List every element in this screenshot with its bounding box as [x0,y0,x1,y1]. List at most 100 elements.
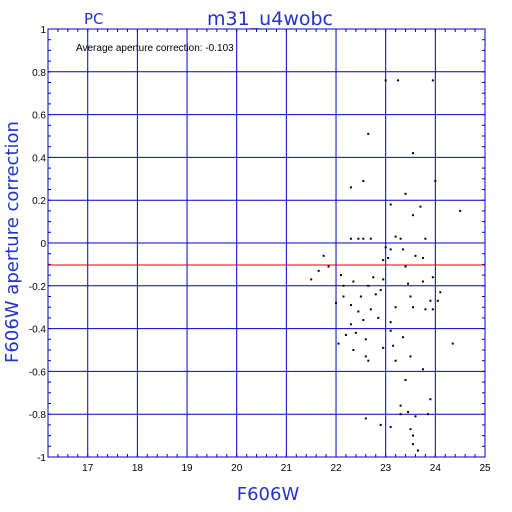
data-point [436,299,439,302]
data-point [451,342,454,345]
data-point [389,203,392,206]
data-point [414,415,417,418]
data-point [394,235,397,238]
data-point [392,344,395,347]
data-point [357,237,360,240]
data-point [342,295,345,298]
data-point [352,349,355,351]
data-point [364,417,367,420]
data-point [429,299,432,302]
data-point [421,368,424,371]
data-point [362,179,365,182]
x-tick-label: 17 [82,463,94,474]
y-tick-label: 0 [40,239,46,250]
data-point [335,301,338,304]
data-points [310,79,462,452]
y-tick-label: 0.2 [32,196,46,207]
data-point [367,359,370,362]
x-tick-label: 21 [281,463,293,474]
data-point [322,254,325,257]
data-point [357,310,360,313]
y-axis-label: F606W aperture correction [2,121,23,363]
data-point [421,256,424,259]
chart-title: m31_u4wobc [207,8,333,30]
data-point [424,237,427,240]
x-tick-label: 20 [231,463,243,474]
data-point [344,334,347,337]
data-point [439,291,442,294]
data-point [411,443,414,446]
data-point [364,338,367,341]
y-tick-label: -0.2 [29,282,47,293]
data-point [399,413,402,416]
y-tick-label: -0.4 [29,325,47,336]
data-point [377,316,380,319]
data-point [411,152,414,155]
data-point [349,323,352,326]
data-point [367,284,370,287]
data-point [394,359,397,362]
data-point [459,209,462,212]
plot-frame [47,28,486,458]
x-tick-label: 24 [430,463,442,474]
y-tick-label: 0.8 [32,68,46,79]
data-point [414,254,417,257]
data-point [372,276,375,279]
data-point [424,308,427,311]
data-point [374,293,377,296]
data-point [389,329,392,332]
y-tick-label: -0.6 [29,367,47,378]
data-point [431,308,434,311]
x-tick-label: 19 [181,463,193,474]
data-point [349,186,352,189]
data-point [426,413,429,416]
data-point [411,214,414,217]
data-point [429,398,432,401]
data-point [411,306,414,309]
data-point [399,404,402,407]
data-point [399,237,402,240]
y-tick-label: -0.8 [29,410,47,421]
data-point [349,237,352,240]
data-point [382,346,385,349]
data-point [409,355,412,358]
x-tick-label: 23 [380,463,392,474]
data-point [327,265,330,268]
corner-label: PC [84,10,104,28]
data-point [409,428,412,431]
data-point [384,79,387,82]
data-point [379,289,382,292]
data-point [411,434,414,437]
data-point [404,378,407,381]
data-point [431,79,434,82]
x-tick-label: 18 [132,463,144,474]
data-point [362,237,365,240]
data-point [402,336,405,339]
data-point [389,321,392,324]
y-tick-label: 1 [40,25,46,36]
data-point [367,132,370,135]
grid-lines [47,28,486,458]
data-point [434,179,437,182]
data-point [382,259,385,262]
data-point [421,280,424,283]
data-point [397,79,400,82]
data-point [407,411,410,414]
data-point [354,331,357,334]
data-point [359,295,362,298]
data-point [402,248,405,251]
data-point [364,355,367,358]
data-point [339,274,342,277]
data-point [404,265,407,268]
y-tick-label: 0.6 [32,111,46,122]
data-point [389,248,392,251]
y-tick-label: 0.4 [32,153,46,164]
data-point [369,308,372,311]
x-tick-label: 22 [330,463,342,474]
data-point [384,246,387,249]
data-point [394,306,397,309]
data-point [379,423,382,426]
y-tick-label: -1 [37,453,46,464]
data-point [317,269,320,272]
